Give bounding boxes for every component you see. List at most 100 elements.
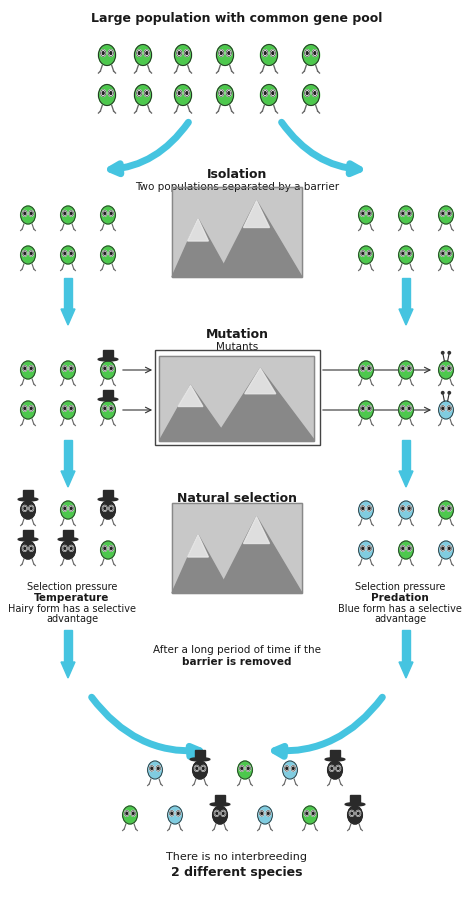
Ellipse shape xyxy=(104,407,106,410)
Ellipse shape xyxy=(221,811,226,816)
Ellipse shape xyxy=(399,501,413,519)
Ellipse shape xyxy=(100,501,115,519)
Ellipse shape xyxy=(302,806,318,824)
Ellipse shape xyxy=(360,366,365,371)
Ellipse shape xyxy=(137,90,142,96)
Ellipse shape xyxy=(360,546,365,551)
Bar xyxy=(23,529,33,539)
Ellipse shape xyxy=(359,206,374,224)
Ellipse shape xyxy=(438,401,453,419)
Ellipse shape xyxy=(311,811,316,816)
Ellipse shape xyxy=(409,212,410,214)
Bar xyxy=(159,356,315,440)
Ellipse shape xyxy=(110,212,112,214)
Ellipse shape xyxy=(125,811,129,816)
Ellipse shape xyxy=(100,90,106,96)
Ellipse shape xyxy=(171,812,173,814)
Ellipse shape xyxy=(146,52,148,54)
Ellipse shape xyxy=(284,765,289,771)
Ellipse shape xyxy=(30,407,32,410)
Text: Mutants: Mutants xyxy=(216,342,258,352)
Ellipse shape xyxy=(196,767,198,770)
Ellipse shape xyxy=(109,406,114,411)
Ellipse shape xyxy=(351,812,353,814)
Ellipse shape xyxy=(331,767,333,770)
Ellipse shape xyxy=(401,366,405,371)
Ellipse shape xyxy=(135,44,152,65)
Ellipse shape xyxy=(132,812,134,814)
Text: After a long period of time if the: After a long period of time if the xyxy=(153,645,321,655)
Ellipse shape xyxy=(135,84,152,105)
Ellipse shape xyxy=(283,761,297,779)
Ellipse shape xyxy=(71,508,72,509)
Ellipse shape xyxy=(401,506,405,511)
Ellipse shape xyxy=(170,811,174,816)
Ellipse shape xyxy=(24,548,26,549)
Ellipse shape xyxy=(29,366,34,371)
Ellipse shape xyxy=(368,212,370,214)
Ellipse shape xyxy=(110,367,112,370)
Ellipse shape xyxy=(447,546,452,551)
Ellipse shape xyxy=(108,90,113,96)
Ellipse shape xyxy=(104,508,106,509)
Ellipse shape xyxy=(102,211,107,216)
Ellipse shape xyxy=(69,211,73,216)
Ellipse shape xyxy=(102,92,104,94)
Ellipse shape xyxy=(194,765,199,771)
Ellipse shape xyxy=(261,812,263,814)
Ellipse shape xyxy=(177,812,179,814)
Ellipse shape xyxy=(362,252,364,254)
Text: advantage: advantage xyxy=(46,614,98,624)
Ellipse shape xyxy=(237,761,252,779)
Ellipse shape xyxy=(440,546,445,551)
Ellipse shape xyxy=(63,366,67,371)
Ellipse shape xyxy=(98,498,118,501)
Ellipse shape xyxy=(184,90,190,96)
Ellipse shape xyxy=(399,401,413,419)
Ellipse shape xyxy=(359,401,374,419)
Ellipse shape xyxy=(149,765,154,771)
Ellipse shape xyxy=(401,406,405,411)
Ellipse shape xyxy=(447,506,452,511)
Polygon shape xyxy=(244,517,270,544)
Ellipse shape xyxy=(362,548,364,549)
Ellipse shape xyxy=(407,251,411,256)
Polygon shape xyxy=(61,471,75,487)
Ellipse shape xyxy=(402,212,403,214)
Ellipse shape xyxy=(156,765,161,771)
Ellipse shape xyxy=(448,367,450,370)
Ellipse shape xyxy=(22,251,27,256)
Ellipse shape xyxy=(306,92,308,94)
Bar xyxy=(103,489,113,499)
Ellipse shape xyxy=(61,206,75,224)
Ellipse shape xyxy=(359,541,374,559)
Ellipse shape xyxy=(219,50,224,56)
Bar xyxy=(64,278,72,309)
Ellipse shape xyxy=(100,541,115,559)
Ellipse shape xyxy=(29,251,34,256)
Bar xyxy=(64,440,72,471)
Bar xyxy=(155,350,320,445)
Ellipse shape xyxy=(401,211,405,216)
Ellipse shape xyxy=(147,761,163,779)
Ellipse shape xyxy=(368,548,370,549)
Ellipse shape xyxy=(102,506,107,511)
Ellipse shape xyxy=(407,506,411,511)
Ellipse shape xyxy=(63,406,67,411)
Ellipse shape xyxy=(409,407,410,410)
Ellipse shape xyxy=(58,538,78,541)
Ellipse shape xyxy=(69,546,73,551)
Ellipse shape xyxy=(407,546,411,551)
Ellipse shape xyxy=(219,90,224,96)
Ellipse shape xyxy=(246,765,251,771)
Ellipse shape xyxy=(329,765,334,771)
Ellipse shape xyxy=(110,508,112,509)
Ellipse shape xyxy=(368,407,370,410)
Ellipse shape xyxy=(100,361,115,379)
Ellipse shape xyxy=(174,84,191,105)
Ellipse shape xyxy=(362,212,364,214)
Ellipse shape xyxy=(228,92,230,94)
Ellipse shape xyxy=(399,361,413,379)
Ellipse shape xyxy=(186,52,188,54)
Ellipse shape xyxy=(64,548,65,549)
